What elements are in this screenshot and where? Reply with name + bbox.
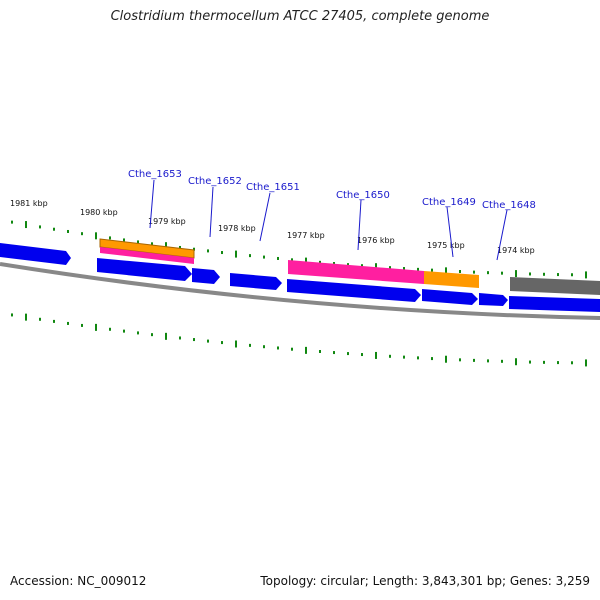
inner-tick-row	[11, 313, 587, 367]
kbp-label: 1975 kbp	[427, 241, 465, 250]
kbp-labels: 1981 kbp 1980 kbp 1979 kbp 1978 kbp 1977…	[10, 199, 535, 255]
gene-label-leaders	[149, 179, 508, 261]
leader-line	[209, 186, 214, 238]
feature-pink	[288, 260, 424, 284]
leader-line	[357, 199, 362, 251]
gene-arrow	[422, 289, 478, 305]
gene-label[interactable]: Cthe_1648	[482, 200, 536, 211]
genome-summary: Topology: circular; Length: 3,843,301 bp…	[260, 574, 590, 588]
genome-backbone	[0, 262, 600, 320]
gene-arrow	[479, 293, 508, 306]
kbp-label: 1980 kbp	[80, 208, 118, 217]
leader-line	[496, 209, 508, 261]
gene-arrow	[97, 258, 192, 281]
gene-arrows	[97, 258, 600, 312]
gene-arrow	[287, 279, 421, 302]
feature-pink	[100, 247, 194, 264]
kbp-label: 1974 kbp	[497, 246, 535, 255]
accession-label: Accession: NC_009012	[10, 574, 147, 588]
leader-line	[149, 179, 155, 229]
gene-label[interactable]: Cthe_1651	[246, 182, 300, 193]
gene-arrow	[0, 243, 71, 265]
kbp-label: 1979 kbp	[148, 217, 186, 226]
gene-arrow	[192, 268, 220, 284]
kbp-label: 1977 kbp	[287, 231, 325, 240]
gene-label[interactable]: Cthe_1649	[422, 197, 476, 208]
top-features	[0, 238, 600, 295]
leader-line	[446, 206, 454, 258]
kbp-label: 1978 kbp	[218, 224, 256, 233]
leader-line	[259, 192, 271, 242]
gene-labels: Cthe_1653 Cthe_1652 Cthe_1651 Cthe_1650 …	[128, 169, 536, 211]
gene-label[interactable]: Cthe_1652	[188, 176, 242, 187]
kbp-label: 1976 kbp	[357, 236, 395, 245]
feature-gray	[510, 277, 600, 295]
feature-orange	[424, 271, 479, 288]
map-title: Clostridium thermocellum ATCC 27405, com…	[110, 9, 490, 24]
gene-label[interactable]: Cthe_1650	[336, 190, 390, 201]
gene-arrow	[509, 296, 600, 312]
gene-arrow	[230, 273, 282, 290]
kbp-label: 1981 kbp	[10, 199, 48, 208]
gene-label[interactable]: Cthe_1653	[128, 169, 182, 180]
